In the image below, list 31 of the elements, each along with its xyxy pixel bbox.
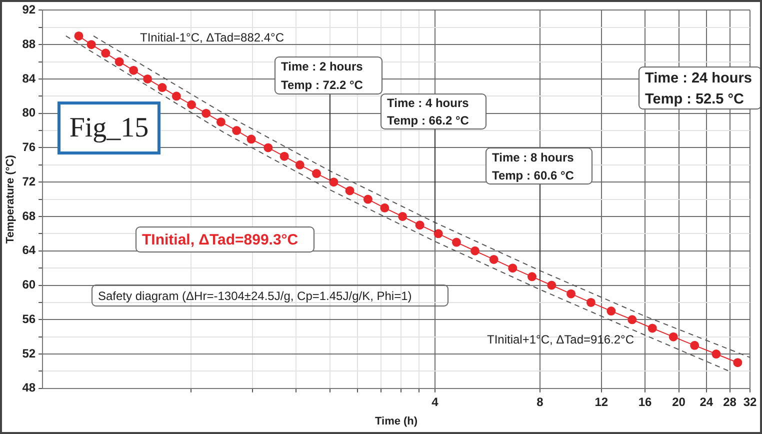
annotation: TInitial, ΔTad=899.3°C [142,232,298,249]
x-tick-label: 32 [743,394,757,409]
x-tick-label: 8 [536,394,544,409]
y-tick-label: 72 [22,174,36,188]
annotation: Time : 24 hours Temp : 52.5 °C [645,70,752,108]
y-tick-label: 80 [22,106,36,120]
annotation: TInitial+1°C, ΔTad=916.2°C [487,332,634,346]
x-tick-label: 12 [594,394,608,409]
x-tick-label: 28 [723,394,737,409]
y-tick-label: 68 [22,208,36,223]
annotation: Time : 4 hours Temp : 66.2 °C [387,96,470,128]
y-tick-label: 64 [22,243,36,258]
y-tick-label: 76 [22,140,36,154]
y-tick-label: 60 [22,278,36,292]
x-axis-title: Time (h) [374,415,418,428]
x-tick-label: 4 [432,394,439,409]
x-tick-label: 16 [638,394,652,409]
x-tick-label: 20 [672,394,686,409]
annotation: Safety diagram (ΔHr=-1304±24.5J/g, Cp=1.45J/g/K, Phi=1) [98,288,412,303]
y-tick-label: 48 [22,380,36,395]
y-tick-label: 56 [22,312,36,326]
y-axis-title: Temperature (°C) [4,154,17,244]
annotation: Fig_15 [69,112,149,144]
annotation: Time : 8 hours Temp : 60.6 °C [492,150,574,182]
y-tick-label: 88 [22,36,36,51]
y-tick-label: 92 [22,2,36,17]
y-tick-label: 52 [22,346,36,360]
annotation: Time : 2 hours Temp : 72.2 °C [281,60,364,92]
y-tick-label: 84 [22,71,36,86]
x-tick-label: 24 [700,394,714,409]
annotation: TInitial-1°C, ΔTad=882.4°C [140,30,284,44]
